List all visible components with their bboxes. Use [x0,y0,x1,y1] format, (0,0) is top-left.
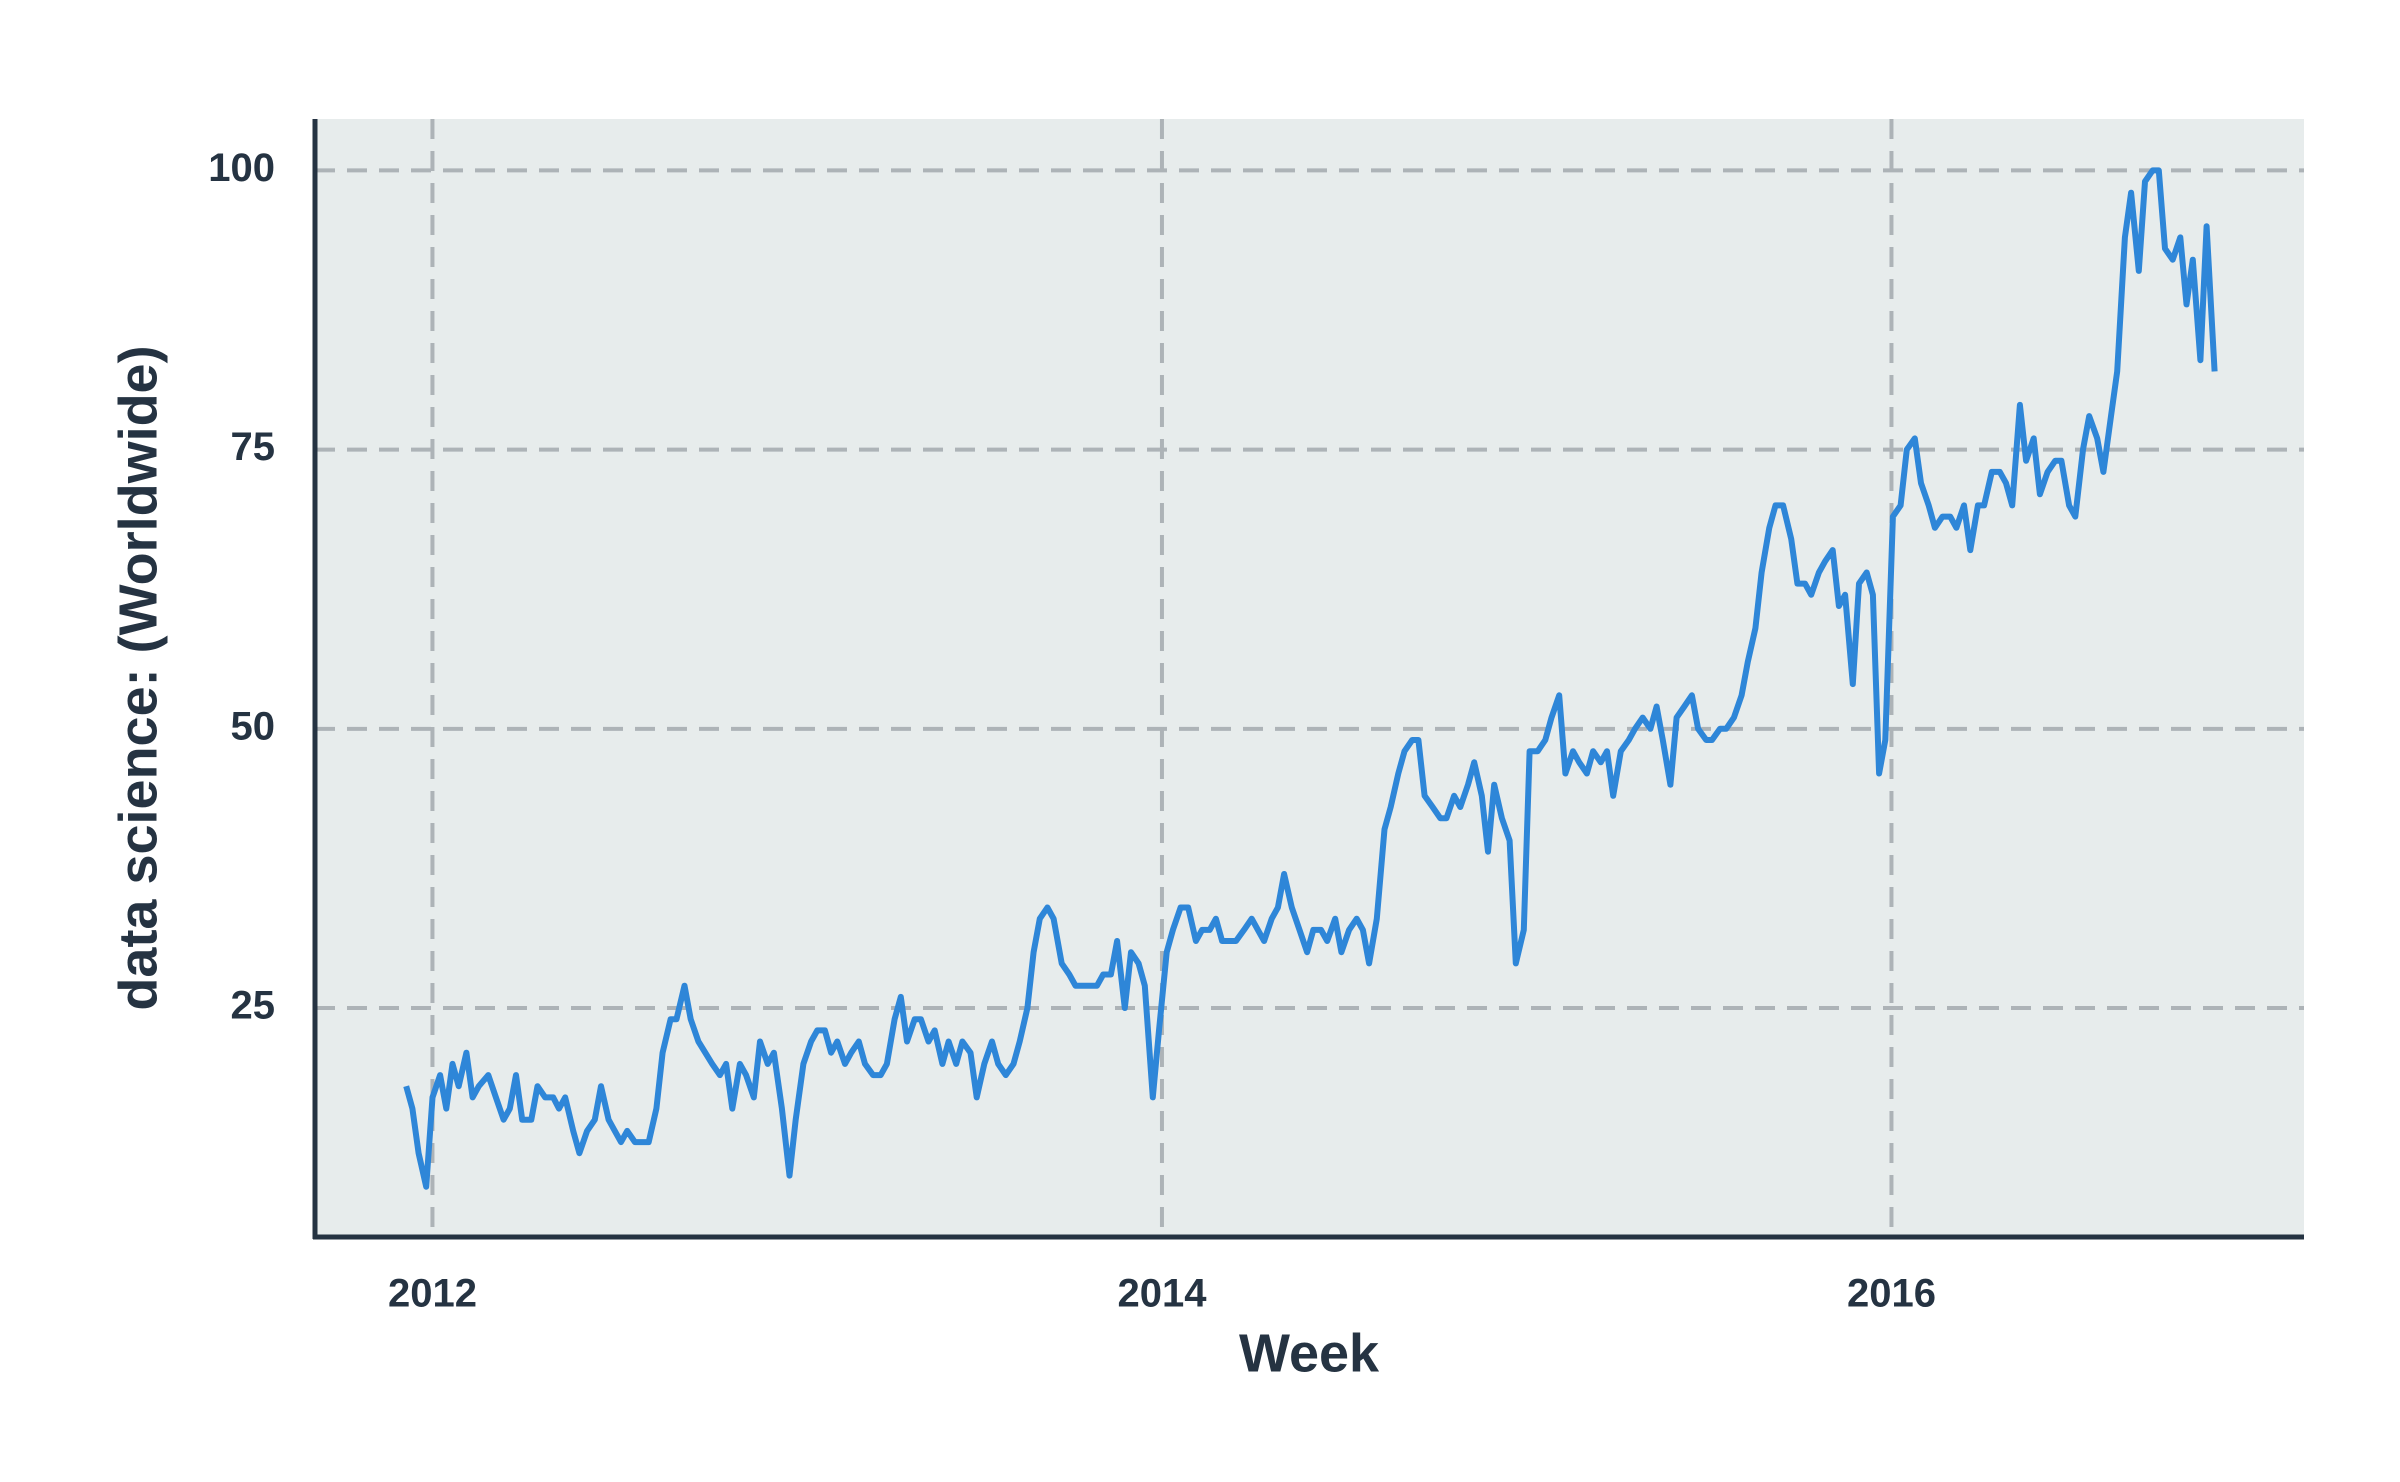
x-tick-label: 2016 [1847,1272,1936,1316]
y-tick-label: 75 [231,425,276,469]
x-axis-title: Week [1239,1323,1380,1383]
y-tick-label: 25 [231,984,276,1028]
x-tick-label: 2014 [1117,1272,1207,1316]
plot-area [315,119,2304,1237]
data-line [403,167,2218,1190]
x-tick-label: 2012 [388,1272,477,1316]
grid [315,119,2304,1237]
y-tick-label: 100 [208,146,275,190]
y-axis-title: data science: (Worldwide) [108,345,168,1010]
marks [403,167,2218,1190]
y-tick-label: 50 [231,704,276,748]
